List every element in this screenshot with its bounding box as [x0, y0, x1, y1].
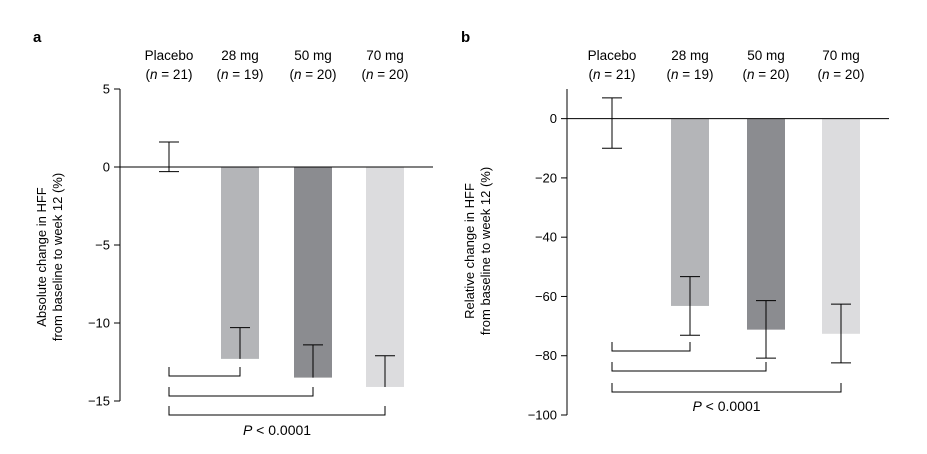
y-tick-label: 0 [103, 160, 110, 175]
group-label: 50 mg [294, 48, 332, 63]
group-label: 50 mg [747, 48, 785, 63]
group-label: 28 mg [671, 48, 709, 63]
y-tick-label: 0 [550, 111, 557, 126]
group-n-label: (n = 19) [667, 67, 714, 82]
chart-panel-b: b Placebo (n = 21) 28 mg (n = 19) 50 mg (n = 2… [461, 29, 889, 423]
panel-letter: b [461, 29, 470, 46]
p-value-label: P < 0.0001 [692, 398, 760, 414]
bar [747, 118, 785, 330]
panel-letter: a [33, 29, 42, 46]
group-n-label: (n = 20) [362, 67, 409, 82]
group-n-label: (n = 20) [818, 67, 865, 82]
bar [294, 167, 332, 378]
y-tick-label: −60 [535, 289, 557, 304]
group-n-label: (n = 21) [589, 67, 636, 82]
bar [221, 167, 259, 359]
chart-panel-a: a Placebo (n = 21) 28 mg (n = 19) 50 mg (n = 2… [33, 29, 433, 438]
significance-bracket [168, 367, 241, 377]
significance-bracket [611, 342, 691, 352]
group-n-label: (n = 21) [146, 67, 193, 82]
y-axis-label: Relative change in HFFfrom baseline to w… [462, 167, 493, 335]
y-tick-label: −5 [95, 238, 110, 253]
group-label: 28 mg [221, 48, 259, 63]
group-n-label: (n = 20) [290, 67, 337, 82]
bar [671, 118, 709, 306]
y-axis-label: Absolute change in HFFfrom baseline to w… [34, 173, 65, 341]
group-label: 70 mg [366, 48, 404, 63]
bar [822, 118, 860, 334]
y-tick-label: 5 [103, 82, 110, 97]
group-n-label: (n = 19) [217, 67, 264, 82]
significance-bracket [168, 406, 386, 416]
group-label: Placebo [588, 48, 637, 63]
significance-bracket [611, 362, 767, 372]
p-value-label: P < 0.0001 [243, 422, 311, 438]
y-tick-label: −40 [535, 230, 557, 245]
y-tick-label: −15 [88, 394, 110, 409]
y-tick-label: −20 [535, 170, 557, 185]
bar [366, 167, 404, 387]
significance-bracket [611, 383, 842, 393]
y-tick-label: −100 [528, 408, 557, 423]
group-n-label: (n = 20) [743, 67, 790, 82]
significance-bracket [168, 387, 314, 397]
y-tick-label: −10 [88, 316, 110, 331]
y-tick-label: −80 [535, 348, 557, 363]
group-label: Placebo [145, 48, 194, 63]
group-label: 70 mg [822, 48, 860, 63]
